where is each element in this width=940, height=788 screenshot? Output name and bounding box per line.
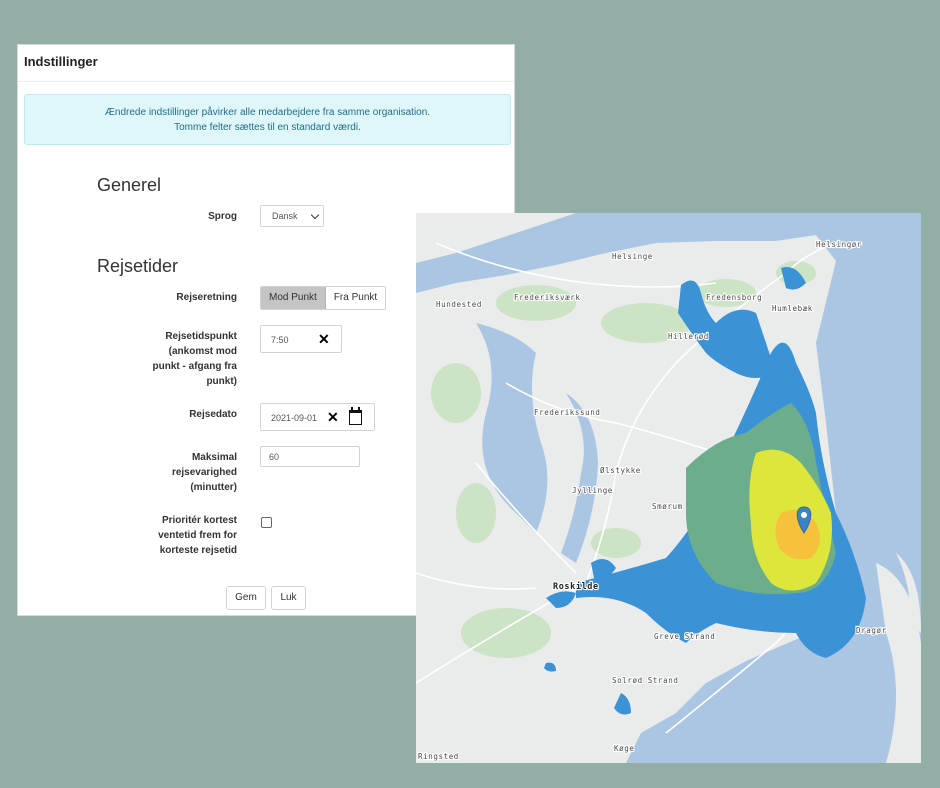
map-label: Ølstykke xyxy=(600,466,641,475)
map-label: Køge xyxy=(614,744,634,753)
duration-label-line: Maksimal xyxy=(191,452,237,463)
calendar-icon[interactable] xyxy=(349,407,362,425)
duration-input[interactable]: 60 xyxy=(260,446,360,467)
isochrone-overlay xyxy=(544,267,866,715)
save-button[interactable]: Gem xyxy=(226,586,266,610)
saltholm xyxy=(896,553,921,633)
map-place-labels: Helsingør Helsinge Hundested Frederiksvæ… xyxy=(417,239,887,762)
isochrone-map[interactable]: Helsingør Helsinge Hundested Frederiksvæ… xyxy=(416,213,921,763)
map-label: Humlebæk xyxy=(772,304,813,313)
time-label-line: punkt - afgang fra xyxy=(152,361,237,372)
duration-label-line: (minutter) xyxy=(190,482,237,493)
map-label: Smørum xyxy=(652,502,683,511)
title-divider xyxy=(18,81,514,82)
map-label: Frederiksværk xyxy=(514,293,581,302)
time-label-line: (ankomst mod xyxy=(168,346,237,357)
time-label-line: Rejsetidspunkt xyxy=(165,331,237,342)
map-label: Jyllinge xyxy=(572,486,613,495)
roskilde-fjord xyxy=(561,393,598,563)
map-label: Hundested xyxy=(436,300,482,309)
priority-checkbox[interactable] xyxy=(261,517,272,528)
date-input[interactable]: 2021-09-01 ✕ xyxy=(260,403,375,431)
direction-label: Rejseretning xyxy=(176,292,237,303)
priority-label: Prioritér kortest ventetid frem for kort… xyxy=(158,513,237,558)
panel-title: Indstillinger xyxy=(24,54,98,69)
close-button[interactable]: Luk xyxy=(271,586,306,610)
map-label: Dragør xyxy=(856,626,887,635)
priority-label-line: ventetid frem for xyxy=(158,530,237,541)
location-pin-icon[interactable] xyxy=(796,506,812,534)
direction-toggle-group: Mod Punkt Fra Punkt xyxy=(260,286,387,310)
duration-label: Maksimal rejsevarighed (minutter) xyxy=(172,450,237,495)
clear-time-icon[interactable]: ✕ xyxy=(318,331,330,347)
time-value: 7:50 xyxy=(271,335,289,345)
map-label: Roskilde xyxy=(553,581,599,592)
info-alert: Ændrede indstillinger påvirker alle meda… xyxy=(24,94,511,145)
priority-label-line: korteste rejsetid xyxy=(159,545,237,556)
forest-areas xyxy=(431,261,816,658)
language-value: Dansk xyxy=(272,211,298,221)
map-label: Fredensborg xyxy=(706,293,762,302)
map-label: Greve Strand xyxy=(654,632,715,641)
map-label: Ringsted xyxy=(418,752,459,761)
date-label: Rejsedato xyxy=(189,409,237,420)
info-line-1: Ændrede indstillinger påvirker alle meda… xyxy=(104,107,431,118)
map-label: Helsingør xyxy=(816,240,862,249)
isefjord xyxy=(476,323,548,533)
priority-label-line: Prioritér kortest xyxy=(161,515,237,526)
map-label: Helsinge xyxy=(612,252,653,261)
direction-fra-punkt-button[interactable]: Fra Punkt xyxy=(325,287,386,309)
language-select[interactable]: Dansk xyxy=(260,205,324,227)
info-line-2: Tomme felter sættes til en standard værd… xyxy=(174,122,361,133)
time-input[interactable]: 7:50 ✕ xyxy=(260,325,342,353)
map-label: Frederikssund xyxy=(534,408,601,417)
duration-value: 60 xyxy=(269,452,280,462)
direction-mod-punkt-button[interactable]: Mod Punkt xyxy=(261,287,326,309)
amager-coast xyxy=(876,563,921,763)
map-label: Hillerød xyxy=(668,332,709,341)
chevron-down-icon xyxy=(310,210,320,220)
duration-label-line: rejsevarighed xyxy=(171,467,237,478)
general-heading: Generel xyxy=(97,175,162,195)
map-label: Solrød Strand xyxy=(612,676,679,685)
map-canvas: Helsingør Helsinge Hundested Frederiksvæ… xyxy=(416,213,921,763)
time-label-line: punkt) xyxy=(206,376,237,387)
time-label: Rejsetidspunkt (ankomst mod punkt - afga… xyxy=(153,329,237,389)
date-value: 2021-09-01 xyxy=(271,413,318,423)
travel-heading: Rejsetider xyxy=(97,256,179,276)
language-label: Sprog xyxy=(208,211,237,222)
clear-date-icon[interactable]: ✕ xyxy=(327,409,339,425)
